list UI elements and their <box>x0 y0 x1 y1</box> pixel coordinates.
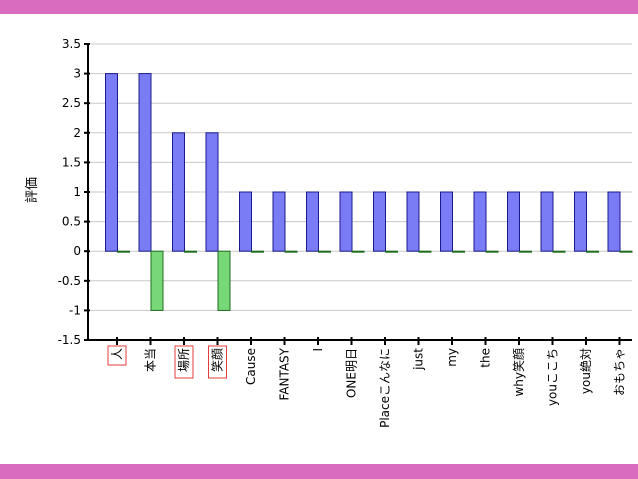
bar-series-2 <box>117 250 130 253</box>
bar-series-2 <box>619 250 633 253</box>
x-tick-label: 場所 <box>177 348 191 372</box>
bar-series-2 <box>552 250 566 253</box>
bar-series-2 <box>519 250 532 253</box>
y-tick-label: -1 <box>69 303 81 317</box>
y-tick-label: 1.5 <box>62 155 81 169</box>
x-tick-label: you絶対 <box>578 348 593 394</box>
bar-series-1 <box>574 191 587 252</box>
y-tick-label: 1 <box>73 185 81 199</box>
x-tick-label: おもちゃ <box>613 348 627 396</box>
x-tick-label: the <box>479 348 493 368</box>
bar-series-1 <box>440 191 453 252</box>
y-tick-label: 3.5 <box>62 37 81 51</box>
bar-series-1 <box>507 191 520 252</box>
x-tick-label: just <box>412 348 426 371</box>
x-tick-label: 笑顔 <box>210 348 225 372</box>
bar-series-1 <box>205 132 219 252</box>
highlight-box <box>208 345 227 379</box>
bar-series-2 <box>150 250 164 311</box>
bar-series-2 <box>385 250 398 253</box>
x-tick-label: 本当 <box>144 348 158 372</box>
x-tick-labels: 人 本当 場所 笑顔 Cause FANTASY I ONE明日 Placeこんなに just my… <box>107 345 627 428</box>
x-tick-label: my <box>445 348 459 367</box>
bar-series-2 <box>251 250 264 253</box>
bar-series-1 <box>105 73 118 252</box>
bar-series-2 <box>184 250 197 253</box>
y-axis-label: 評価 <box>25 177 40 203</box>
x-tick-label: FANTASY <box>278 347 292 400</box>
bar-series-1 <box>306 191 319 252</box>
x-tick-label: 人 <box>110 348 124 360</box>
y-tick-labels: 3.5 3 2.5 2 1.5 1 0.5 0 -0.5 -1 -1.5 <box>58 37 81 347</box>
bar-series-1 <box>540 191 554 252</box>
bar-series-1 <box>172 132 185 252</box>
highlight-box <box>107 345 127 366</box>
top-frame-band <box>0 0 638 14</box>
bar-series-1 <box>239 191 252 252</box>
bar-series-1 <box>406 191 420 252</box>
bar-series-1 <box>473 191 487 252</box>
x-tick-label: ONE明日 <box>345 348 359 398</box>
bar-series-1 <box>339 191 353 252</box>
y-tick-label: -1.5 <box>58 333 81 347</box>
bar-series-1 <box>272 191 286 252</box>
bar-series-1 <box>138 73 152 252</box>
bars <box>105 73 633 311</box>
y-tick-label: 2 <box>73 126 81 140</box>
bar-series-1 <box>607 191 621 252</box>
bar-series-2 <box>586 250 599 253</box>
y-tick-label: 3 <box>73 67 81 81</box>
bar-series-2 <box>351 250 365 253</box>
x-tick-label: why笑顔 <box>511 348 526 397</box>
bottom-frame-band <box>0 464 638 479</box>
bar-series-2 <box>217 250 231 311</box>
x-tick-label: I <box>311 348 325 352</box>
bar-series-2 <box>452 250 465 253</box>
y-tick-label: -0.5 <box>58 274 81 288</box>
bar-series-2 <box>418 250 432 253</box>
y-tick-label: 0.5 <box>62 215 81 229</box>
y-tick-label: 2.5 <box>62 96 81 110</box>
x-tick-label: youここち <box>546 348 560 406</box>
bar-series-2 <box>485 250 499 253</box>
bar-series-2 <box>284 250 298 253</box>
bar-series-1 <box>373 191 386 252</box>
axes <box>84 43 632 345</box>
y-tick-label: 0 <box>73 244 81 258</box>
bar-series-2 <box>318 250 331 253</box>
x-tick-label: Placeこんなに <box>378 348 392 428</box>
x-tick-label: Cause <box>244 348 258 385</box>
highlight-box <box>174 345 194 379</box>
